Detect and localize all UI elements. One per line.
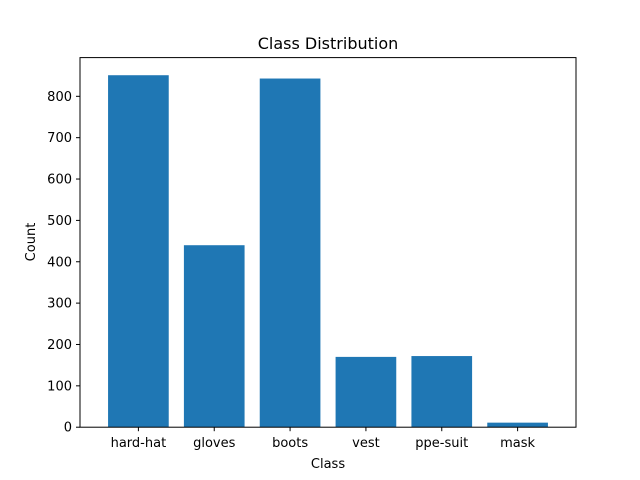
x-tick-label: gloves	[193, 436, 236, 451]
bar-vest	[335, 356, 397, 428]
bar-hard-hat	[108, 75, 169, 428]
y-tick-label: 400	[47, 255, 72, 270]
y-axis-title: Count	[24, 223, 39, 262]
x-tick-label: mask	[500, 436, 535, 451]
y-tick-label: 300	[47, 297, 72, 312]
y-tick-label: 600	[47, 173, 72, 188]
y-tick-label: 200	[47, 338, 72, 353]
chart-title: Class Distribution	[258, 34, 399, 53]
bar-ppe-suit	[411, 356, 473, 428]
x-tick-label: hard-hat	[111, 436, 167, 451]
y-tick-label: 800	[47, 90, 72, 105]
x-tick-label: vest	[352, 436, 380, 451]
x-axis-title: Class	[311, 457, 345, 472]
bar-mask	[487, 422, 548, 428]
y-tick-label: 0	[64, 421, 72, 436]
y-axis-ticks: 0 100 200 300 400 500 600 700 800	[47, 90, 80, 436]
plot-frame	[79, 57, 577, 428]
bars-group	[108, 75, 548, 428]
y-tick-label: 700	[47, 131, 72, 146]
x-tick-label: boots	[272, 436, 308, 451]
y-tick-label: 100	[47, 379, 72, 394]
x-tick-label: ppe-suit	[415, 436, 468, 451]
bar-gloves	[183, 245, 245, 428]
bar-boots	[259, 78, 321, 428]
y-tick-label: 500	[47, 214, 72, 229]
x-axis-ticks: hard-hat gloves boots vest ppe-suit mask	[111, 427, 536, 451]
